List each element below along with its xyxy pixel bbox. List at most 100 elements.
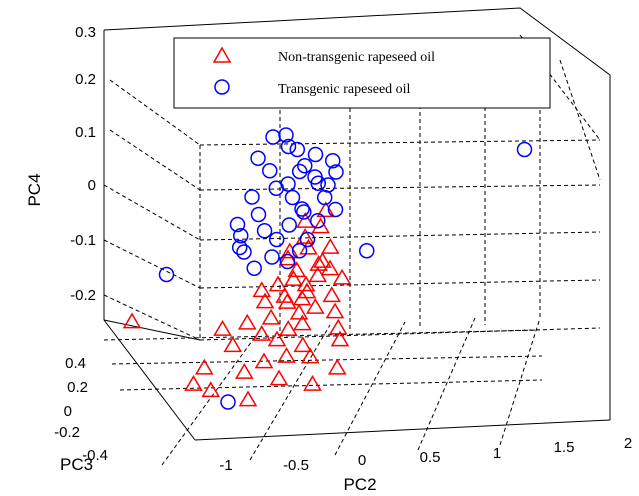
data-point-triangle xyxy=(330,330,350,347)
data-point-circle xyxy=(250,206,267,223)
data-point-triangle xyxy=(201,381,221,398)
z-axis-ticks: 0.3 0.2 0.1 0 -0.1 -0.2 xyxy=(70,24,96,304)
data-point-circle xyxy=(280,176,296,192)
y-tick-label: -0.4 xyxy=(82,447,108,464)
data-points xyxy=(122,127,533,410)
data-point-triangle xyxy=(303,375,322,391)
y-axis-ticks: 0.4 0.2 0 -0.2 -0.4 xyxy=(54,355,108,464)
x-axis-ticks: -1 -0.5 0 0.5 1 1.5 2 xyxy=(219,435,632,474)
data-point-triangle xyxy=(320,238,340,254)
data-point-triangle xyxy=(275,287,295,303)
x-tick-label: -1 xyxy=(219,457,232,474)
data-point-triangle xyxy=(322,286,342,303)
data-point-circle xyxy=(279,253,296,270)
data-point-triangle xyxy=(297,282,317,299)
data-point-triangle xyxy=(277,347,296,363)
data-point-circle xyxy=(291,163,308,180)
data-point-circle xyxy=(256,223,273,239)
data-point-triangle xyxy=(238,390,258,407)
z-axis-label: PC4 xyxy=(25,173,44,206)
data-point-circle xyxy=(233,228,249,244)
z-tick-label: -0.2 xyxy=(70,287,96,304)
data-point-circle xyxy=(229,216,246,233)
x-tick-label: 1.5 xyxy=(554,439,575,456)
x-axis-label: PC2 xyxy=(343,475,376,494)
data-point-triangle xyxy=(328,318,348,335)
data-point-triangle xyxy=(280,242,300,259)
y-tick-label: 0 xyxy=(64,403,72,420)
y-axis-label: PC3 xyxy=(60,455,93,474)
data-point-circle xyxy=(220,394,236,410)
y-tick-label: -0.2 xyxy=(54,424,80,441)
legend-entry-label: Transgenic rapeseed oil xyxy=(278,82,411,97)
data-point-triangle xyxy=(292,289,312,306)
data-point-triangle xyxy=(261,308,281,325)
data-point-circle xyxy=(359,243,375,259)
x-tick-label: 0.5 xyxy=(420,449,441,466)
data-point-circle xyxy=(278,127,294,143)
data-point-circle xyxy=(299,231,316,248)
data-point-triangle xyxy=(295,228,315,244)
data-point-triangle xyxy=(316,201,336,218)
data-point-triangle xyxy=(277,293,297,309)
data-point-triangle xyxy=(313,252,332,268)
data-point-triangle xyxy=(293,336,313,353)
data-point-circle xyxy=(516,141,533,158)
data-point-circle xyxy=(289,141,306,158)
data-point-triangle xyxy=(255,292,275,309)
data-point-circle xyxy=(244,189,260,205)
z-tick-label: 0.1 xyxy=(75,124,96,141)
data-point-triangle xyxy=(252,325,272,341)
data-point-triangle xyxy=(332,268,352,285)
data-point-circle xyxy=(310,213,326,229)
data-point-triangle xyxy=(311,217,330,234)
data-point-triangle xyxy=(327,358,347,375)
data-point-circle xyxy=(294,201,310,217)
axes-box xyxy=(103,7,611,441)
data-point-triangle xyxy=(299,238,318,255)
legend-box xyxy=(173,37,551,109)
data-point-circle xyxy=(296,204,312,220)
data-point-circle xyxy=(307,146,324,163)
data-point-triangle xyxy=(269,369,289,386)
data-point-triangle xyxy=(234,363,254,379)
x-tick-label: 1 xyxy=(493,445,501,462)
data-point-circle xyxy=(280,138,297,155)
data-point-triangle xyxy=(268,275,288,292)
data-point-triangle xyxy=(293,314,312,331)
data-point-circle xyxy=(327,201,344,218)
data-point-triangle xyxy=(287,261,307,278)
data-point-triangle xyxy=(194,358,214,375)
data-point-triangle xyxy=(309,255,329,271)
data-point-triangle xyxy=(295,212,315,228)
data-point-triangle xyxy=(237,313,257,330)
data-point-circle xyxy=(262,163,278,179)
legend-marker-circle xyxy=(214,79,230,95)
data-point-triangle xyxy=(122,312,142,329)
data-point-triangle xyxy=(184,375,203,391)
y-tick-label: 0.4 xyxy=(65,355,86,372)
data-point-circle xyxy=(297,158,313,174)
legend-marker-triangle xyxy=(212,46,232,63)
data-point-circle xyxy=(231,239,248,256)
data-point-circle xyxy=(246,260,262,276)
z-tick-label: -0.1 xyxy=(70,232,96,249)
data-point-triangle xyxy=(278,320,298,336)
data-point-triangle xyxy=(223,336,243,353)
data-point-circle xyxy=(265,129,281,145)
x-tick-label: 0 xyxy=(358,452,366,469)
data-point-circle xyxy=(284,189,301,206)
data-point-circle xyxy=(328,164,344,180)
x-tick-label: -0.5 xyxy=(283,457,309,474)
y-tick-label: 0.2 xyxy=(67,379,88,396)
data-point-circle xyxy=(236,244,252,260)
data-point-circle xyxy=(268,231,285,248)
data-point-circle xyxy=(320,177,336,193)
z-tick-label: 0 xyxy=(88,177,96,194)
data-point-circle xyxy=(310,175,326,191)
data-point-triangle xyxy=(254,352,274,369)
data-point-triangle xyxy=(289,303,309,320)
data-point-circle xyxy=(281,217,297,233)
data-point-circle xyxy=(316,189,333,206)
